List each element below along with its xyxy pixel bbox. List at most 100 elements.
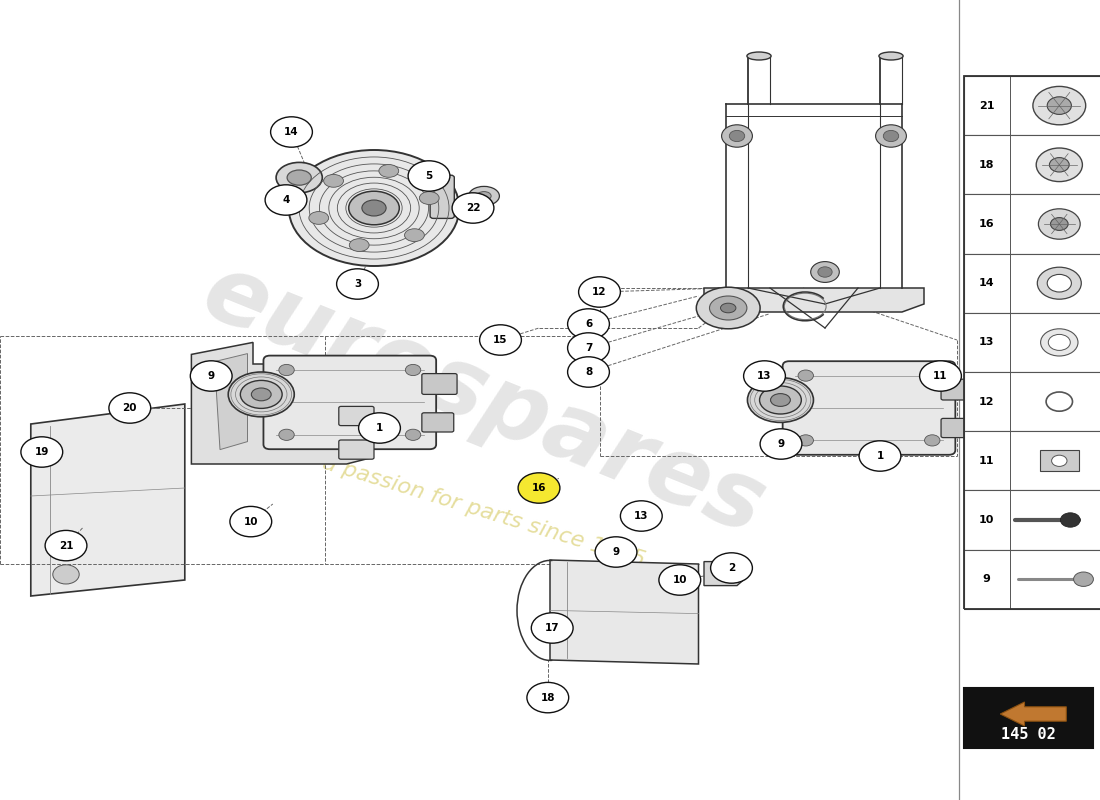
Circle shape bbox=[568, 309, 609, 339]
Bar bbox=[964, 550, 1100, 609]
FancyBboxPatch shape bbox=[783, 362, 955, 454]
Text: 21: 21 bbox=[58, 541, 74, 550]
Polygon shape bbox=[31, 404, 185, 596]
FancyBboxPatch shape bbox=[339, 406, 374, 426]
Ellipse shape bbox=[710, 296, 747, 320]
Circle shape bbox=[337, 269, 378, 299]
Circle shape bbox=[883, 130, 899, 142]
Circle shape bbox=[722, 125, 752, 147]
Ellipse shape bbox=[349, 191, 399, 225]
Ellipse shape bbox=[770, 394, 790, 406]
Circle shape bbox=[480, 325, 521, 355]
Circle shape bbox=[45, 530, 87, 561]
Text: 145 02: 145 02 bbox=[1001, 727, 1056, 742]
Circle shape bbox=[595, 537, 637, 567]
Text: 12: 12 bbox=[979, 397, 994, 406]
Text: 10: 10 bbox=[672, 575, 688, 585]
Text: 12: 12 bbox=[592, 287, 607, 297]
Polygon shape bbox=[191, 342, 372, 464]
Text: 3: 3 bbox=[354, 279, 361, 289]
Circle shape bbox=[271, 117, 312, 147]
Text: 10: 10 bbox=[243, 517, 258, 526]
Circle shape bbox=[531, 613, 573, 643]
Circle shape bbox=[811, 262, 839, 282]
Circle shape bbox=[190, 361, 232, 391]
Text: 1: 1 bbox=[376, 423, 383, 433]
Circle shape bbox=[265, 185, 307, 215]
Circle shape bbox=[744, 361, 785, 391]
Text: 17: 17 bbox=[544, 623, 560, 633]
Bar bbox=[964, 490, 1100, 550]
Ellipse shape bbox=[350, 238, 370, 251]
Bar bbox=[964, 254, 1100, 313]
Bar bbox=[964, 688, 1093, 748]
Text: 19: 19 bbox=[34, 447, 50, 457]
Circle shape bbox=[21, 437, 63, 467]
Text: 9: 9 bbox=[982, 574, 991, 584]
Circle shape bbox=[1052, 455, 1067, 466]
FancyBboxPatch shape bbox=[264, 355, 436, 450]
Ellipse shape bbox=[476, 192, 491, 200]
Circle shape bbox=[527, 682, 569, 713]
Text: 20: 20 bbox=[122, 403, 138, 413]
Circle shape bbox=[716, 568, 732, 579]
Bar bbox=[1040, 450, 1079, 471]
Ellipse shape bbox=[720, 303, 736, 313]
Text: 21: 21 bbox=[979, 101, 994, 110]
Ellipse shape bbox=[760, 386, 801, 414]
Text: 10: 10 bbox=[979, 515, 994, 525]
Circle shape bbox=[1049, 158, 1069, 172]
FancyArrow shape bbox=[1000, 702, 1066, 726]
Ellipse shape bbox=[405, 229, 425, 242]
Circle shape bbox=[230, 506, 272, 537]
Circle shape bbox=[1048, 334, 1070, 350]
Circle shape bbox=[1047, 274, 1071, 292]
Text: 16: 16 bbox=[979, 219, 994, 229]
Polygon shape bbox=[550, 560, 698, 664]
Text: 14: 14 bbox=[979, 278, 994, 288]
Circle shape bbox=[405, 364, 420, 376]
Circle shape bbox=[817, 266, 832, 278]
Ellipse shape bbox=[251, 388, 271, 401]
Circle shape bbox=[359, 413, 400, 443]
Ellipse shape bbox=[288, 150, 460, 266]
FancyBboxPatch shape bbox=[422, 413, 454, 432]
Circle shape bbox=[452, 193, 494, 223]
Bar bbox=[964, 76, 1100, 609]
Ellipse shape bbox=[240, 380, 282, 408]
Text: 8: 8 bbox=[585, 367, 592, 377]
Circle shape bbox=[924, 370, 939, 382]
Text: a passion for parts since 1985: a passion for parts since 1985 bbox=[320, 454, 648, 570]
Text: 11: 11 bbox=[933, 371, 948, 381]
Circle shape bbox=[1041, 329, 1078, 356]
Circle shape bbox=[659, 565, 701, 595]
Ellipse shape bbox=[748, 378, 814, 422]
Bar bbox=[964, 135, 1100, 194]
Ellipse shape bbox=[276, 162, 322, 193]
Text: 13: 13 bbox=[757, 371, 772, 381]
Ellipse shape bbox=[419, 192, 439, 205]
FancyBboxPatch shape bbox=[339, 440, 374, 459]
FancyBboxPatch shape bbox=[942, 379, 977, 400]
Ellipse shape bbox=[309, 211, 329, 224]
Circle shape bbox=[760, 429, 802, 459]
Ellipse shape bbox=[287, 170, 311, 186]
Bar bbox=[964, 76, 1100, 135]
Circle shape bbox=[1074, 572, 1093, 586]
Circle shape bbox=[1037, 267, 1081, 299]
Circle shape bbox=[620, 501, 662, 531]
Circle shape bbox=[798, 370, 814, 382]
Circle shape bbox=[1060, 513, 1080, 527]
Text: 18: 18 bbox=[540, 693, 556, 702]
Circle shape bbox=[711, 553, 752, 583]
Text: 22: 22 bbox=[465, 203, 481, 213]
Text: 11: 11 bbox=[979, 456, 994, 466]
Text: 1: 1 bbox=[877, 451, 883, 461]
Bar bbox=[964, 372, 1100, 431]
Text: 2: 2 bbox=[728, 563, 735, 573]
Circle shape bbox=[518, 473, 560, 503]
Circle shape bbox=[279, 364, 295, 376]
Circle shape bbox=[1047, 97, 1071, 114]
Ellipse shape bbox=[229, 372, 295, 417]
Circle shape bbox=[920, 361, 961, 391]
